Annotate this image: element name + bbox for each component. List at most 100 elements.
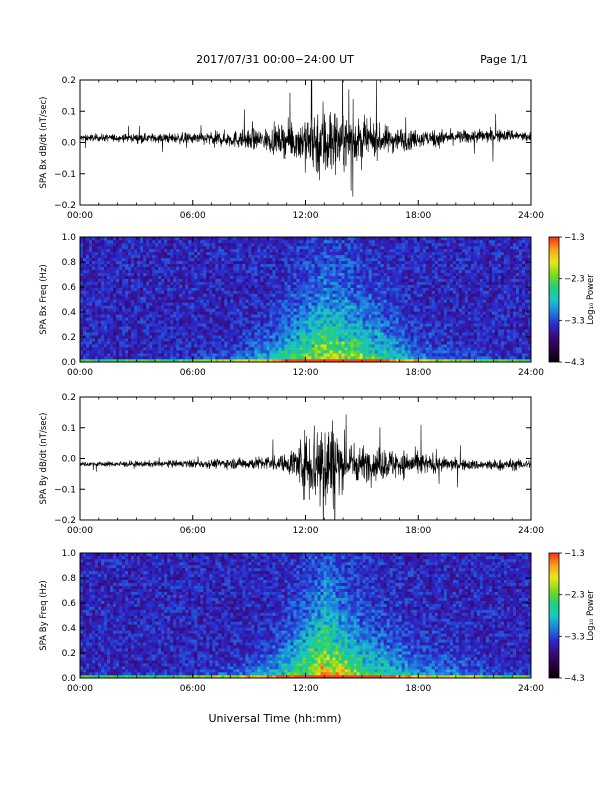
heatmap-cell	[266, 320, 270, 324]
heatmap-cell	[188, 293, 192, 297]
heatmap-cell	[146, 248, 150, 253]
heatmap-cell	[134, 311, 138, 315]
heatmap-cell	[413, 296, 417, 300]
heatmap-cell	[230, 299, 234, 303]
heatmap-cell	[203, 296, 207, 300]
heatmap-cell	[155, 314, 159, 318]
heatmap-cell	[227, 341, 231, 345]
heatmap-cell	[131, 326, 135, 330]
heatmap-cell	[299, 287, 303, 291]
heatmap-cell	[218, 338, 222, 342]
heatmap-cell	[383, 323, 387, 327]
heatmap-cell	[257, 341, 261, 345]
heatmap-cell	[296, 356, 300, 360]
heatmap-cell	[374, 281, 378, 285]
heatmap-cell	[305, 293, 309, 297]
heatmap-cell	[377, 281, 381, 285]
heatmap-cell	[182, 329, 186, 333]
heatmap-cell	[221, 239, 225, 244]
heatmap-cell	[410, 251, 414, 256]
heatmap-cell	[329, 299, 333, 303]
heatmap-cell	[149, 260, 153, 265]
heatmap-cell	[236, 239, 240, 244]
heatmap-cell	[251, 278, 255, 282]
heatmap-cell	[266, 272, 270, 276]
heatmap-cell	[335, 314, 339, 318]
heatmap-cell	[293, 329, 297, 333]
heatmap-cell	[167, 245, 171, 250]
heatmap-cell	[140, 254, 144, 259]
heatmap-cell	[131, 341, 135, 345]
heatmap-cell	[353, 296, 357, 300]
heatmap-cell	[332, 332, 336, 336]
heatmap-cell	[116, 338, 120, 342]
heatmap-cell	[281, 323, 285, 327]
heatmap-cell	[233, 248, 237, 253]
heatmap-cell	[230, 278, 234, 282]
heatmap-cell	[395, 311, 399, 315]
heatmap-cell	[164, 275, 168, 279]
heatmap-cell	[161, 257, 165, 262]
heatmap-cell	[380, 311, 384, 315]
heatmap-cell	[146, 287, 150, 291]
heatmap-cell	[242, 275, 246, 279]
heatmap-cell	[254, 329, 258, 333]
heatmap-cell	[284, 350, 288, 354]
heatmap-cell	[86, 242, 90, 247]
heatmap-cell	[137, 341, 141, 345]
heatmap-cell	[398, 245, 402, 250]
heatmap-cell	[251, 338, 255, 342]
heatmap-cell	[284, 338, 288, 342]
heatmap-cell	[299, 239, 303, 244]
heatmap-cell	[227, 281, 231, 285]
heatmap-cell	[167, 272, 171, 276]
heatmap-cell	[188, 299, 192, 303]
heatmap-cell	[302, 311, 306, 315]
heatmap-cell	[83, 308, 87, 312]
heatmap-cell	[152, 269, 156, 273]
heatmap-cell	[170, 284, 174, 288]
heatmap-cell	[203, 329, 207, 333]
heatmap-cell	[164, 350, 168, 354]
heatmap-cell	[338, 353, 342, 357]
heatmap-cell	[197, 302, 201, 306]
heatmap-cell	[176, 281, 180, 285]
heatmap-cell	[398, 332, 402, 336]
heatmap-cell	[281, 248, 285, 253]
heatmap-cell	[311, 293, 315, 297]
heatmap-cell	[155, 260, 159, 265]
heatmap-cell	[161, 326, 165, 330]
heatmap-cell	[263, 287, 267, 291]
heatmap-cell	[257, 320, 261, 324]
heatmap-cell	[287, 269, 291, 273]
heatmap-cell	[230, 296, 234, 300]
heatmap-cell	[179, 260, 183, 265]
heatmap-cell	[98, 242, 102, 247]
heatmap-cell	[290, 254, 294, 259]
heatmap-cell	[107, 254, 111, 259]
heatmap-cell	[305, 245, 309, 250]
heatmap-cell	[173, 237, 177, 241]
heatmap-cell	[122, 335, 126, 339]
heatmap-cell	[347, 266, 351, 270]
heatmap-cell	[395, 356, 399, 360]
heatmap-cell	[170, 335, 174, 339]
heatmap-cell	[152, 290, 156, 294]
heatmap-cell	[254, 263, 258, 268]
heatmap-cell	[215, 329, 219, 333]
heatmap-cell	[170, 350, 174, 354]
heatmap-cell	[107, 266, 111, 270]
heatmap-cell	[152, 284, 156, 288]
heatmap-cell	[305, 239, 309, 244]
heatmap-cell	[347, 275, 351, 279]
heatmap-cell	[233, 254, 237, 259]
heatmap-cell	[350, 317, 354, 321]
heatmap-cell	[389, 329, 393, 333]
heatmap-cell	[206, 350, 210, 354]
heatmap-cell	[251, 329, 255, 333]
heatmap-cell	[215, 254, 219, 259]
heatmap-cell	[146, 290, 150, 294]
heatmap-cell	[236, 248, 240, 253]
heatmap-cell	[146, 326, 150, 330]
heatmap-cell	[383, 326, 387, 330]
